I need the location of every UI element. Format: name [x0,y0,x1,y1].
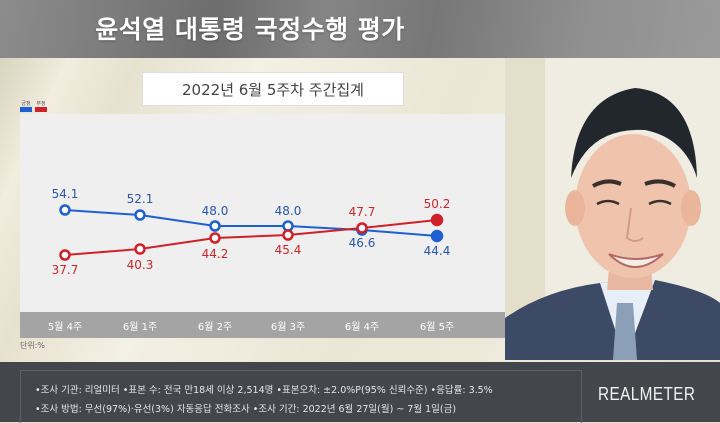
page-title: 윤석열 대통령 국정수행 평가 [95,15,405,44]
footer: •조사 기관: 리얼미터 •표본 수: 전국 만18세 이상 2,514명 •표… [0,362,720,423]
data-label-negative: 37.7 [51,263,79,277]
data-label-negative: 40.3 [126,258,154,272]
x-tick: 6월 1주 [122,322,158,333]
legend-label: 긍정 [21,101,31,107]
data-label-positive: 48.0 [274,204,302,218]
data-label-negative: 47.7 [348,205,376,219]
title-bar: 윤석열 대통령 국정수행 평가 [0,0,720,58]
legend-item-negative: 부정 [35,101,47,112]
survey-info-line-2: •조사 방법: 무선(97%)·유선(3%) 자동응답 전화조사 •조사 기간:… [35,404,457,415]
unit-label: 단위:% [20,341,46,350]
data-label-negative: 50.2 [423,197,451,211]
x-tick: 6월 4주 [344,322,380,333]
realmeter-logo: REALMETER [598,384,696,404]
subtitle-box: 2022년 6월 5주차 주간집계 [142,72,404,106]
series-line-positive [64,209,438,237]
x-tick: 6월 5주 [419,322,455,333]
chart-subtitle: 2022년 6월 5주차 주간집계 [182,80,364,99]
data-label-negative: 45.4 [274,243,302,257]
survey-info-line-1: •조사 기관: 리얼미터 •표본 수: 전국 만18세 이상 2,514명 •표… [35,385,493,396]
legend-label: 부정 [36,101,46,107]
x-tick: 6월 2주 [197,322,233,333]
survey-info-box: •조사 기관: 리얼미터 •표본 수: 전국 만18세 이상 2,514명 •표… [20,370,582,423]
x-axis: 5월 4주 6월 1주 6월 2주 6월 3주 6월 4주 6월 5주 [20,312,505,338]
series-line-negative [64,219,438,256]
data-label-positive: 52.1 [126,192,154,206]
president-portrait [505,58,720,360]
data-label-positive: 46.6 [348,236,376,250]
data-label-positive: 44.4 [423,244,451,258]
legend-item-positive: 긍정 [20,101,32,112]
series-markers-negative [59,213,444,261]
legend: 긍정 부정 [20,101,47,112]
legend-swatch-red [35,107,47,112]
x-tick: 6월 3주 [270,322,306,333]
x-tick: 5월 4주 [47,322,83,333]
legend-swatch-blue [20,107,32,112]
data-label-negative: 44.2 [201,247,229,261]
data-label-positive: 54.1 [51,187,79,201]
data-label-positive: 48.0 [201,204,229,218]
